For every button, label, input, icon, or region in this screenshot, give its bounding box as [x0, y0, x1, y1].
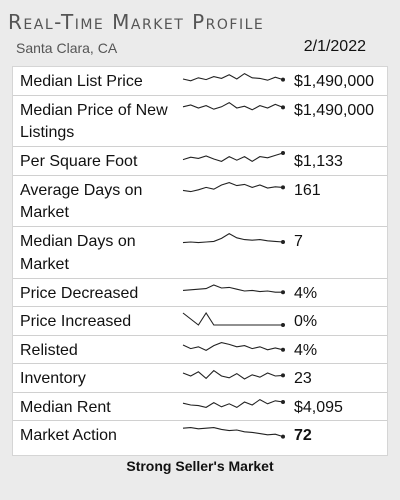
metric-label: Average Days on Market: [20, 181, 143, 222]
metric-label: Market Action: [20, 427, 117, 444]
metric-row: Average Days on Market 161: [13, 176, 387, 227]
metric-value: $1,490,000: [294, 73, 375, 90]
sparkline-path: [182, 72, 284, 82]
trend-sparkline: [182, 341, 285, 352]
sparkline-path: [182, 341, 284, 351]
trend-sparkline: [182, 101, 285, 110]
sparkline-endpoint: [281, 184, 285, 189]
sparkline-endpoint: [281, 399, 285, 404]
metric-value: 0%: [294, 313, 318, 330]
metric-value: $1,490,000: [294, 101, 375, 119]
metric-label: Per Square Foot: [20, 153, 138, 170]
metric-value: 4%: [294, 284, 318, 302]
sparkline-endpoint: [281, 434, 285, 439]
metric-label: Median Rent: [20, 398, 111, 416]
metric-value: $1,133: [294, 153, 343, 170]
metric-label: Price Decreased: [20, 284, 139, 302]
sparkline-endpoint: [281, 151, 285, 155]
metric-value: 72: [294, 427, 312, 444]
sparkline-path: [182, 427, 284, 438]
sparkline-path: [182, 283, 283, 293]
trend-sparkline: [182, 427, 285, 439]
trend-sparkline: [182, 369, 285, 380]
metric-row: Median List Price $1,490,000: [13, 67, 387, 96]
metric-row: Price Decreased 4%: [13, 279, 387, 307]
metric-row: Market Action 72: [13, 421, 387, 450]
metric-label: Median Price of New Listings: [20, 101, 168, 142]
metric-label: Inventory: [20, 370, 86, 387]
sparkline-endpoint: [281, 77, 285, 82]
metric-row: Inventory 23: [13, 364, 387, 393]
metric-value: 23: [294, 370, 312, 387]
sparkline-endpoint: [281, 240, 285, 244]
sparkline-path: [182, 398, 284, 408]
metric-row: Per Square Foot $1,133: [13, 147, 387, 176]
trend-sparkline: [182, 181, 285, 192]
trend-sparkline: [182, 398, 285, 408]
trend-sparkline: [182, 311, 285, 327]
metric-row: Relisted 4%: [13, 336, 387, 364]
metric-value: 4%: [294, 341, 318, 359]
metric-row: Median Rent $4,095: [13, 393, 387, 421]
sparkline-path: [182, 152, 284, 163]
metric-row: Median Price of New Listings $1,490,000: [13, 96, 387, 147]
metric-label: Median Days on Market: [20, 233, 136, 273]
sparkline-endpoint: [281, 323, 285, 327]
market-summary: Strong Seller's Market: [126, 458, 274, 474]
trend-sparkline: [182, 151, 285, 163]
metric-row: Median Days on Market 7: [13, 227, 387, 279]
sparkline-path: [182, 311, 283, 326]
sparkline-endpoint: [281, 104, 285, 109]
metric-value: 7: [294, 233, 303, 250]
metric-row: Price Increased 0%: [13, 307, 387, 336]
location-label: Santa Clara, CA: [16, 40, 118, 56]
metric-label: Price Increased: [20, 313, 132, 330]
sparkline-path: [182, 369, 284, 380]
sparkline-path: [182, 101, 284, 110]
report-date: 2/1/2022: [303, 38, 366, 55]
sparkline-path: [182, 181, 284, 192]
sparkline-endpoint: [281, 347, 285, 352]
metrics-table: Median List Price $1,490,000 Median Price …: [12, 66, 388, 456]
metric-label: Relisted: [20, 341, 78, 359]
metric-value: $4,095: [294, 398, 343, 416]
sparkline-path: [182, 232, 284, 244]
trend-sparkline: [182, 283, 285, 294]
trend-sparkline: [182, 72, 285, 82]
sparkline-endpoint: [281, 373, 285, 378]
metric-value: 161: [294, 181, 321, 199]
trend-sparkline: [182, 232, 285, 244]
sparkline-endpoint: [281, 289, 285, 294]
metric-label: Median List Price: [20, 73, 143, 90]
widget-title: Real-Time Market Profile: [8, 10, 265, 34]
